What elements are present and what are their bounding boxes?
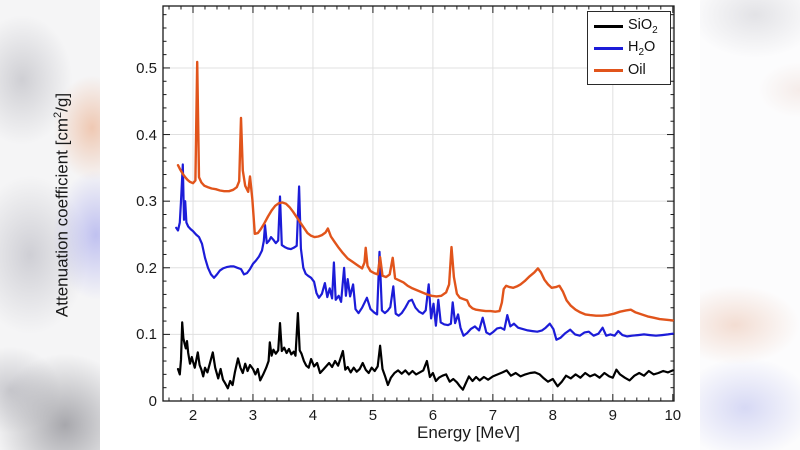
legend: SiO2 H2O Oil (587, 11, 671, 85)
legend-line-swatch (594, 46, 623, 50)
x-tick-label: 8 (548, 407, 558, 424)
y-axis-label-superscript: 2 (52, 111, 64, 118)
x-tick-label: 10 (664, 407, 682, 424)
chart-figure: Attenuation coefficient [cm2/g] Energy [… (52, 0, 700, 450)
letterbox-blur-left (0, 0, 100, 450)
series-line-h2o (175, 163, 674, 341)
x-tick-label: 7 (488, 407, 498, 424)
legend-label: Oil (628, 62, 646, 78)
y-axis-label: Attenuation coefficient [cm2/g] (52, 45, 72, 365)
legend-line-swatch (594, 24, 623, 28)
legend-entry: Oil (594, 59, 670, 81)
x-tick-label: 9 (608, 407, 617, 424)
y-tick-label: 0.4 (136, 126, 157, 144)
x-tick-label: 5 (368, 407, 378, 424)
y-tick-label: 0 (148, 393, 157, 410)
legend-label: SiO2 (628, 16, 658, 36)
x-tick-label: 4 (308, 407, 318, 424)
legend-line-swatch (594, 68, 623, 72)
x-tick-label: 2 (188, 407, 198, 424)
legend-label: H2O (628, 38, 656, 58)
x-tick-label: 3 (248, 407, 258, 424)
x-tick-label: 6 (428, 407, 438, 424)
series-line-sio2 (176, 312, 674, 391)
legend-entry: SiO2 (594, 15, 670, 37)
y-tick-label: 0.1 (136, 326, 157, 344)
axis-box (162, 5, 675, 402)
y-tick-label: 0.5 (136, 59, 157, 77)
y-axis-label-unit: /g] (52, 92, 72, 112)
x-axis-label: Energy [MeV] (417, 423, 520, 442)
y-tick-label: 0.2 (136, 259, 157, 277)
letterbox-blur-right (700, 0, 800, 450)
y-axis-label-text: Attenuation coefficient [cm (52, 117, 72, 318)
legend-entry: H2O (594, 37, 670, 59)
y-tick-label: 0.3 (136, 193, 157, 211)
series-line-oil (176, 60, 674, 322)
